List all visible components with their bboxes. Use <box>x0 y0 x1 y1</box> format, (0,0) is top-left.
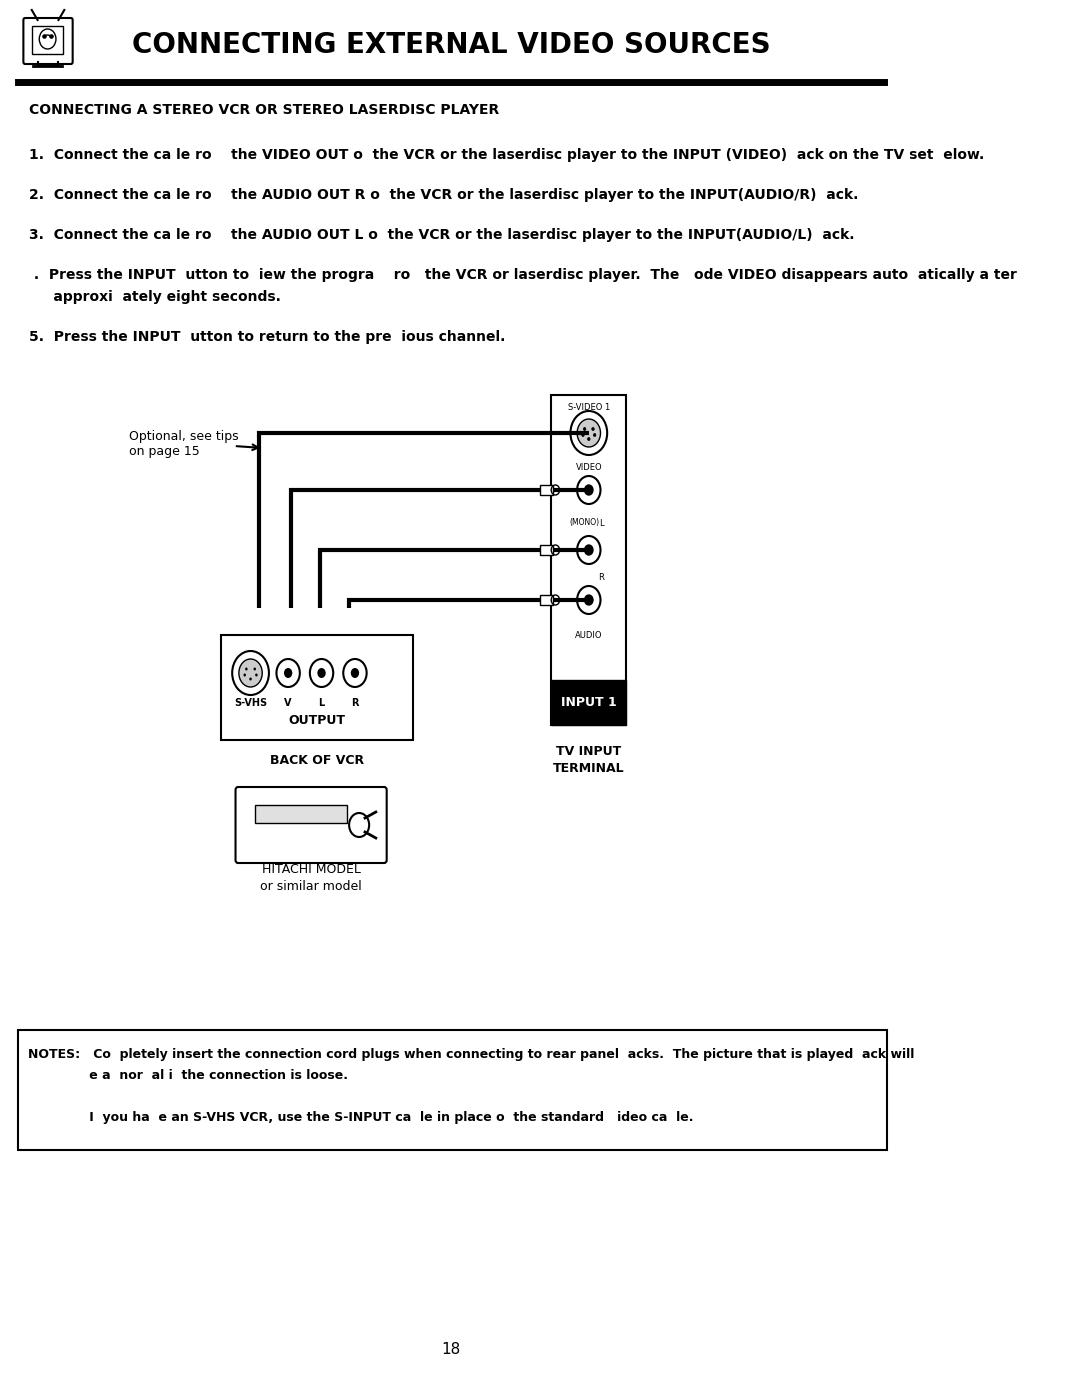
Bar <box>540 545 553 555</box>
Bar <box>551 395 626 725</box>
Bar <box>551 680 626 725</box>
Circle shape <box>243 673 246 676</box>
Text: (MONO): (MONO) <box>569 518 599 528</box>
Text: VIDEO: VIDEO <box>576 462 603 472</box>
Text: NOTES:   Co  pletely insert the connection cord plugs when connecting to rear pa: NOTES: Co pletely insert the connection … <box>28 1048 915 1125</box>
Text: L: L <box>599 518 604 528</box>
Circle shape <box>351 668 360 678</box>
Text: TV INPUT
TERMINAL: TV INPUT TERMINAL <box>553 745 624 775</box>
Text: S-VHS: S-VHS <box>234 698 267 708</box>
Circle shape <box>245 668 247 671</box>
Circle shape <box>582 433 584 436</box>
Text: Optional, see tips
on page 15: Optional, see tips on page 15 <box>130 430 239 458</box>
Text: OUTPUT: OUTPUT <box>288 714 346 726</box>
Circle shape <box>254 668 256 671</box>
Circle shape <box>239 659 262 687</box>
Text: CONNECTING A STEREO VCR OR STEREO LASERDISC PLAYER: CONNECTING A STEREO VCR OR STEREO LASERD… <box>29 103 499 117</box>
FancyBboxPatch shape <box>235 787 387 863</box>
Circle shape <box>583 427 585 430</box>
Circle shape <box>577 419 600 447</box>
Text: 3.  Connect the ca le ro    the AUDIO OUT L o  the VCR or the laserdisc player t: 3. Connect the ca le ro the AUDIO OUT L … <box>29 228 854 242</box>
Circle shape <box>584 485 593 495</box>
Circle shape <box>593 433 596 436</box>
Circle shape <box>584 545 593 555</box>
Text: 1.  Connect the ca le ro    the VIDEO OUT o  the VCR or the laserdisc player to : 1. Connect the ca le ro the VIDEO OUT o … <box>29 148 985 162</box>
Text: V: V <box>284 698 292 708</box>
Bar <box>540 595 553 605</box>
Bar <box>18 1030 887 1150</box>
Circle shape <box>249 678 252 680</box>
Text: approxi  ately eight seconds.: approxi ately eight seconds. <box>29 291 281 305</box>
Text: CONNECTING EXTERNAL VIDEO SOURCES: CONNECTING EXTERNAL VIDEO SOURCES <box>132 31 770 59</box>
Text: .  Press the INPUT  utton to  iew the progra    ro   the VCR or laserdisc player: . Press the INPUT utton to iew the progr… <box>29 268 1017 282</box>
Text: 18: 18 <box>442 1343 461 1358</box>
Circle shape <box>588 437 590 440</box>
Bar <box>221 636 414 740</box>
Text: R: R <box>598 574 605 583</box>
Text: 5.  Press the INPUT  utton to return to the pre  ious channel.: 5. Press the INPUT utton to return to th… <box>29 330 505 344</box>
Bar <box>540 485 553 495</box>
Circle shape <box>592 427 594 430</box>
Text: BACK OF VCR: BACK OF VCR <box>270 753 364 767</box>
Circle shape <box>584 595 593 605</box>
FancyBboxPatch shape <box>24 18 72 64</box>
Circle shape <box>255 673 258 676</box>
Text: R: R <box>351 698 359 708</box>
Text: HITACHI MODEL
or similar model: HITACHI MODEL or similar model <box>260 863 362 893</box>
Text: INPUT 1: INPUT 1 <box>561 697 617 710</box>
Text: 2.  Connect the ca le ro    the AUDIO OUT R o  the VCR or the laserdisc player t: 2. Connect the ca le ro the AUDIO OUT R … <box>29 189 859 203</box>
Bar <box>255 805 347 823</box>
Text: AUDIO: AUDIO <box>575 630 603 640</box>
Circle shape <box>318 668 326 678</box>
Text: S-VIDEO 1: S-VIDEO 1 <box>568 402 610 412</box>
Circle shape <box>284 668 293 678</box>
Bar <box>31 27 64 54</box>
Text: L: L <box>319 698 325 708</box>
